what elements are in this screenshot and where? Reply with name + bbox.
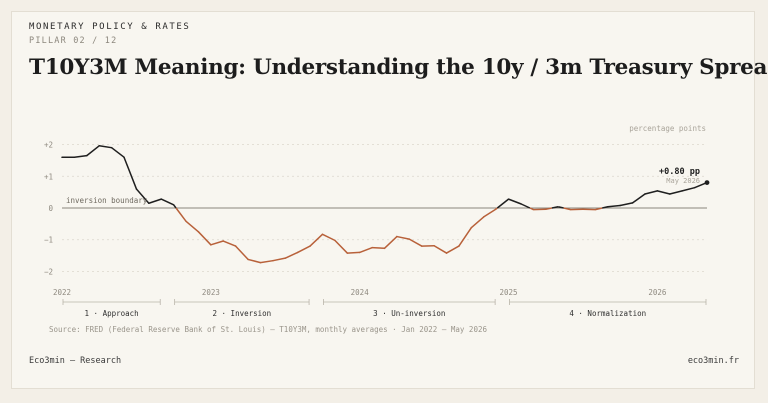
report-card (11, 11, 755, 389)
series-segment (148, 198, 162, 204)
series-segment (631, 193, 646, 204)
series-segment (496, 198, 510, 209)
line-layer (61, 145, 710, 264)
series-segment (520, 203, 531, 209)
series-segment (619, 202, 634, 207)
series-segment (135, 188, 150, 204)
series-segment (371, 246, 386, 250)
series-segment (222, 240, 237, 247)
series-segment (681, 186, 696, 192)
series-segment (656, 190, 671, 195)
series-segment (185, 220, 200, 233)
grid-layer (62, 144, 707, 272)
x-tick-label: 2025 (500, 288, 518, 297)
y-tick-label: −1 (44, 236, 53, 245)
x-tick-label: 2024 (351, 288, 370, 297)
section-eyebrow: MONETARY POLICY & RATES (29, 22, 191, 32)
series-segment (433, 245, 448, 254)
series-segment (175, 207, 187, 222)
series-segment (383, 235, 398, 250)
series-segment (445, 245, 460, 254)
series-segment (86, 145, 100, 157)
series-segment (551, 205, 559, 209)
series-segment (396, 235, 411, 240)
series-segment (247, 258, 262, 264)
series-segment (173, 204, 177, 209)
source-note: Source: FRED (Federal Reserve Bank of St… (49, 325, 487, 334)
series-segment (669, 190, 683, 195)
inversion-boundary-label: inversion boundary (66, 196, 148, 205)
series-segment (408, 238, 423, 247)
tick-layer: +2 +1 0 −1 −2 2022 2023 2024 2025 2026 (44, 141, 667, 297)
series-segment (123, 156, 138, 190)
series-segment (644, 190, 659, 195)
series-segment (602, 205, 608, 209)
series-segment (458, 226, 473, 247)
phase-label: 4 · Normalization (569, 309, 646, 318)
x-tick-label: 2022 (53, 288, 71, 297)
series-segment (495, 207, 498, 210)
series-segment (470, 216, 485, 229)
series-segment (296, 245, 311, 254)
series-segment (110, 146, 125, 158)
series-segment (73, 154, 88, 158)
series-segment (545, 207, 553, 211)
series-segment (557, 205, 564, 209)
series-segment (272, 257, 287, 262)
y-tick-label: +1 (44, 172, 53, 181)
series-segment (334, 239, 349, 254)
phase-label: 2 · Inversion (213, 309, 272, 318)
phase-label: 1 · Approach (85, 309, 139, 318)
series-segment (607, 204, 621, 208)
footer-brand: Eco3min — Research (29, 356, 122, 366)
series-segment (507, 198, 522, 205)
series-segment (346, 251, 361, 254)
last-value-label: +0.80 pp (659, 167, 700, 177)
series-segment (160, 198, 175, 206)
y-axis-unit-label: percentage points (629, 124, 706, 133)
x-tick-label: 2026 (648, 288, 667, 297)
series-segment (321, 233, 336, 242)
series-segment (98, 145, 113, 149)
y-tick-label: +2 (44, 141, 53, 150)
x-tick-label: 2023 (202, 288, 220, 297)
series-segment (284, 251, 299, 259)
series-segment (197, 231, 212, 246)
series-segment (259, 259, 274, 264)
series-segment (309, 233, 324, 247)
series-segment (482, 208, 497, 218)
series-segment (358, 246, 373, 254)
series-segment (210, 240, 224, 246)
phase-label: 3 · Un-inversion (373, 309, 445, 318)
footer-site: eco3min.fr (687, 356, 739, 366)
last-date-label: May 2026 (666, 177, 700, 185)
y-tick-label: −2 (44, 267, 53, 276)
y-tick-label: 0 (48, 204, 53, 213)
series-segment (234, 245, 249, 261)
phase-layer: 1 · Approach 2 · Inversion 3 · Un-inversio… (62, 299, 707, 318)
last-point-marker (704, 180, 710, 186)
series-segment (563, 207, 571, 211)
series-segment (595, 207, 603, 211)
page-title: T10Y3M Meaning: Understanding the 10y / … (29, 55, 768, 80)
pillar-counter: PILLAR 02 / 12 (29, 36, 118, 46)
